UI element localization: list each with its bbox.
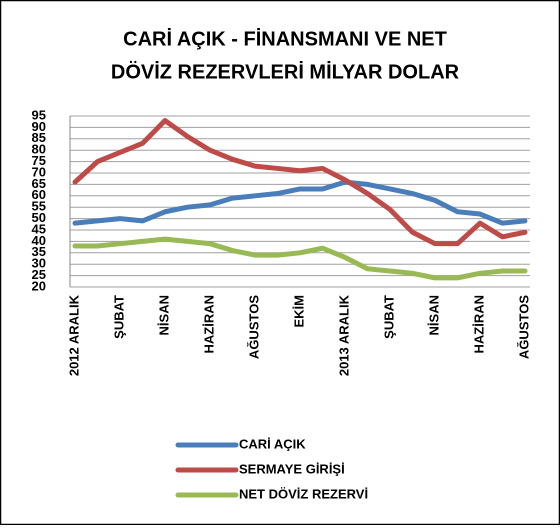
- chart-title: DÖVİZ REZERVLERİ MİLYAR DOLAR: [111, 60, 460, 83]
- y-tick-label: 35: [32, 244, 46, 259]
- series-line: [72, 179, 528, 226]
- x-tick-label: HAZİRAN: [471, 295, 486, 354]
- y-tick-label: 40: [32, 233, 46, 248]
- chart-title: CARİ AÇIK - FİNANSMANI VE NET: [123, 27, 447, 50]
- x-tick-label: ŞUBAT: [381, 295, 396, 339]
- y-tick-label: 30: [32, 256, 46, 271]
- y-tick-label: 65: [32, 176, 46, 191]
- series-line: [72, 236, 528, 281]
- legend-label: CARİ AÇIK: [239, 436, 306, 451]
- series-line: [72, 118, 528, 247]
- y-tick-label: 20: [32, 278, 46, 293]
- y-tick-label: 75: [32, 153, 46, 168]
- x-tick-label: AĞUSTOS: [516, 295, 531, 359]
- y-tick-label: 90: [32, 119, 46, 134]
- x-tick-label: 2013 ARALIK: [336, 294, 351, 376]
- y-tick-label: 95: [32, 107, 46, 122]
- x-tick-label: AĞUSTOS: [246, 295, 261, 359]
- x-tick-label: NİSAN: [426, 295, 441, 335]
- y-tick-label: 45: [32, 221, 46, 236]
- x-tick-label: ŞUBAT: [111, 295, 126, 339]
- x-tick-label: HAZİRAN: [201, 295, 216, 354]
- legend-label: NET DÖVİZ REZERVİ: [239, 486, 368, 501]
- y-tick-label: 60: [32, 187, 46, 202]
- x-tick-label: 2012 ARALIK: [66, 294, 81, 376]
- y-tick-label: 85: [32, 130, 46, 145]
- y-tick-label: 25: [32, 267, 46, 282]
- y-tick-label: 50: [32, 210, 46, 225]
- legend-label: SERMAYE GİRİŞİ: [239, 461, 345, 476]
- y-tick-label: 55: [32, 199, 46, 214]
- x-tick-label: EKİM: [291, 295, 306, 328]
- y-tick-label: 80: [32, 142, 46, 157]
- y-tick-label: 70: [32, 164, 46, 179]
- x-tick-label: NİSAN: [156, 295, 171, 335]
